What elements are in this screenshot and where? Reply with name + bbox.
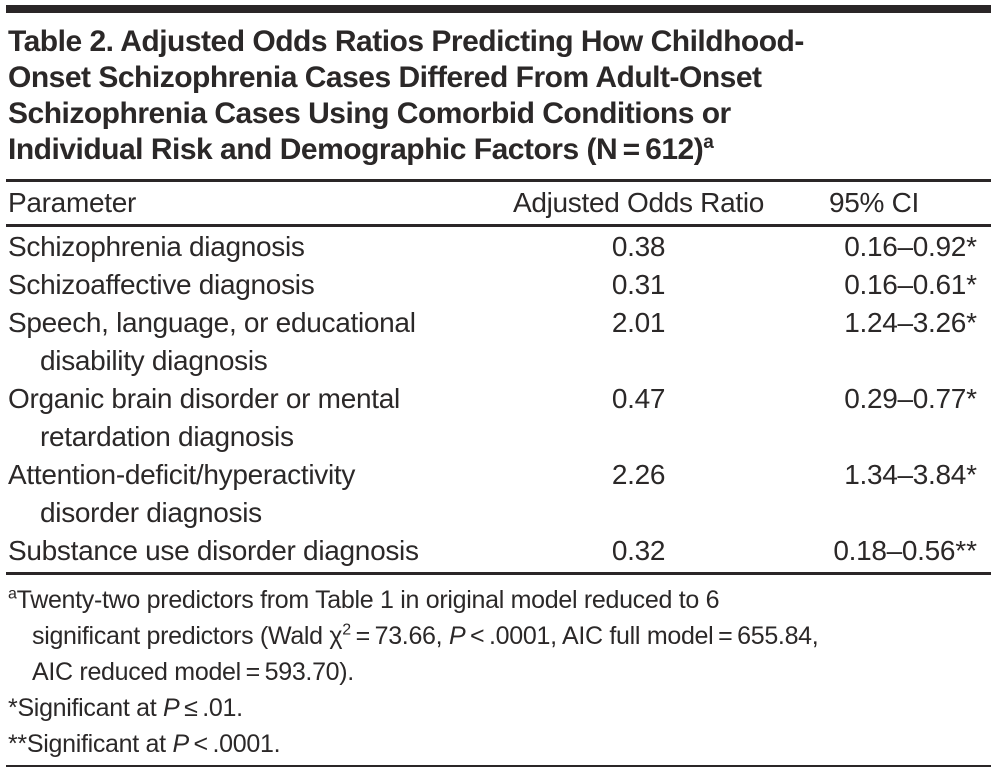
parameter-label: Speech, language, or educational — [8, 307, 416, 338]
aor-value: 0.32 — [611, 535, 666, 566]
ci-value: 1.24–3.26 — [844, 307, 967, 338]
italic-p: P — [172, 730, 189, 758]
footnote-a-marker: a — [8, 585, 17, 603]
footnotes: aTwenty-two predictors from Table 1 in o… — [6, 575, 991, 767]
parameter-label-continued: disability diagnosis — [40, 345, 268, 376]
ci-value: 0.18–0.56 — [833, 535, 956, 566]
table-figure: Table 2. Adjusted Odds Ratios Predicting… — [6, 5, 991, 767]
column-header-adjusted-odds-ratio: Adjusted Odds Ratio — [512, 187, 765, 218]
italic-p: P — [163, 694, 180, 722]
parameter-cell: Speech, language, or educational disabil… — [6, 304, 506, 380]
footnote-a-line-1: aTwenty-two predictors from Table 1 in o… — [8, 582, 991, 618]
footnote-a-text: = 73.66, — [350, 622, 449, 650]
footnote-a-line-3: AIC reduced model = 593.70). — [32, 658, 354, 686]
ci-cell: 0.29–0.77* — [771, 380, 991, 418]
ci-value: 0.16–0.61 — [844, 269, 967, 300]
title-last-line-text: Individual Risk and Demographic Factors … — [8, 133, 704, 166]
ci-cell: 0.16–0.61* — [771, 266, 991, 304]
parameter-label-continued: retardation diagnosis — [40, 421, 294, 452]
footnote-a-text: < .0001, AIC full model = 655.84, — [465, 622, 819, 650]
footnote-star-text: ≤ .01. — [179, 694, 243, 722]
parameter-label: Organic brain disorder or mental — [8, 383, 400, 414]
parameter-cell: Substance use disorder diagnosis — [6, 532, 506, 570]
footnote-star-text: Significant at — [17, 694, 164, 722]
parameter-label: Substance use disorder diagnosis — [8, 535, 419, 566]
ci-value: 0.16–0.92 — [844, 231, 967, 262]
column-header-parameter: Parameter — [8, 187, 137, 218]
footnote-double-star-text: < .0001. — [188, 730, 281, 758]
title-line: Schizophrenia Cases Using Comorbid Condi… — [8, 97, 731, 130]
significance-marker: * — [966, 383, 977, 414]
table-header-row: Parameter Adjusted Odds Ratio 95% CI — [6, 182, 991, 227]
parameter-cell: Organic brain disorder or mental retarda… — [6, 380, 506, 456]
footnote-a-text: Twenty-two predictors from Table 1 in or… — [16, 586, 720, 614]
parameter-cell: Schizoaffective diagnosis — [6, 266, 506, 304]
aor-value: 0.31 — [611, 269, 666, 300]
ci-cell: 1.24–3.26* — [771, 304, 991, 342]
aor-value: 0.38 — [611, 231, 666, 262]
footnote-significance-star: *Significant at P ≤ .01. — [8, 690, 991, 726]
ci-cell: 0.16–0.92* — [771, 228, 991, 266]
table-body: Schizophrenia diagnosis 0.38 0.16–0.92* … — [6, 227, 991, 575]
title-line: Individual Risk and Demographic Factors … — [8, 132, 991, 168]
footnote-a-line-2: significant predictors (Wald χ2 = 73.66,… — [8, 618, 991, 654]
aor-value: 0.47 — [611, 383, 666, 414]
table-row: Substance use disorder diagnosis 0.32 0.… — [6, 532, 991, 570]
footnote-double-star-marker: ** — [8, 730, 27, 758]
footnote-double-star-text: Significant at — [26, 730, 173, 758]
aor-value: 2.26 — [611, 459, 666, 490]
parameter-label: Attention-deficit/hyperactivity — [8, 459, 356, 490]
table-row: Speech, language, or educational disabil… — [6, 304, 991, 380]
italic-p: P — [448, 622, 466, 650]
title-footnote-superscript: a — [703, 132, 714, 153]
aor-value: 2.01 — [611, 307, 666, 338]
parameter-label: Schizophrenia diagnosis — [8, 231, 305, 262]
top-rule — [6, 5, 991, 13]
significance-marker: ** — [955, 535, 977, 566]
footnote-significance-double-star: **Significant at P < .0001. — [8, 726, 991, 762]
footnote-a-text: significant predictors (Wald χ — [32, 622, 343, 650]
ci-cell: 1.34–3.84* — [771, 456, 991, 494]
parameter-label: Schizoaffective diagnosis — [8, 269, 315, 300]
title-line: Table 2. Adjusted Odds Ratios Predicting… — [8, 25, 804, 58]
parameter-cell: Schizophrenia diagnosis — [6, 228, 506, 266]
parameter-label-continued: disorder diagnosis — [40, 497, 262, 528]
title-line: Onset Schizophrenia Cases Differed From … — [8, 61, 762, 94]
column-header-95-ci: 95% CI — [828, 187, 919, 218]
parameter-cell: Attention-deficit/hyperactivity disorder… — [6, 456, 506, 532]
table-row: Schizophrenia diagnosis 0.38 0.16–0.92* — [6, 228, 991, 266]
table-row: Organic brain disorder or mental retarda… — [6, 380, 991, 456]
significance-marker: * — [966, 231, 977, 262]
table-row: Attention-deficit/hyperactivity disorder… — [6, 456, 991, 532]
significance-marker: * — [966, 459, 977, 490]
footnote-star-marker: * — [8, 694, 18, 722]
ci-value: 0.29–0.77 — [844, 383, 967, 414]
table-row: Schizoaffective diagnosis 0.31 0.16–0.61… — [6, 266, 991, 304]
significance-marker: * — [966, 307, 977, 338]
ci-cell: 0.18–0.56** — [771, 532, 991, 570]
chi-squared-exponent: 2 — [342, 621, 351, 639]
ci-value: 1.34–3.84 — [844, 459, 967, 490]
table-title: Table 2. Adjusted Odds Ratios Predicting… — [6, 13, 991, 182]
significance-marker: * — [966, 269, 977, 300]
